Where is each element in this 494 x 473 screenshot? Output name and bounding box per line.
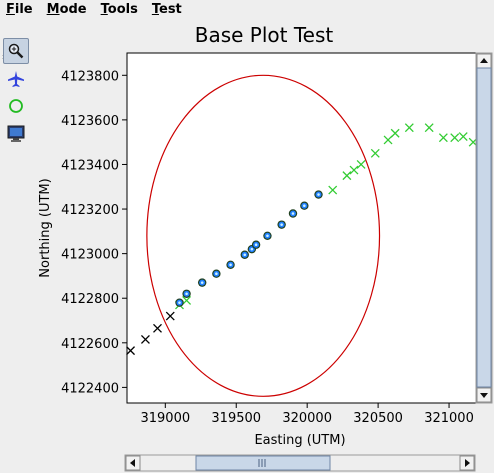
scroll-right-button[interactable]	[459, 455, 475, 471]
y-tick-label: 4123000	[61, 248, 119, 263]
track-point-green	[342, 171, 352, 181]
track-point-green	[349, 165, 359, 175]
monitor-tool-button[interactable]	[3, 121, 29, 147]
position-marker	[197, 278, 207, 287]
airplane-tool-icon	[8, 71, 24, 87]
position-marker	[314, 190, 323, 199]
position-marker	[247, 244, 257, 254]
track-point-green	[383, 135, 393, 145]
x-tick-label: 319000	[140, 411, 190, 426]
y-tick-label: 4122400	[61, 381, 119, 396]
track-point-green	[356, 160, 366, 169]
x-tick-label: 320000	[282, 411, 332, 426]
position-marker	[277, 220, 286, 229]
track-point-green	[458, 132, 468, 142]
menu-mnemonic: F	[6, 2, 15, 17]
x-tick-label: 319500	[211, 411, 261, 426]
track-point-green	[404, 123, 414, 133]
track-point-green	[468, 137, 478, 147]
position-marker	[263, 231, 272, 241]
airplane-tool-button[interactable]	[3, 66, 29, 92]
y-tick-label: 4122600	[61, 337, 119, 352]
scroll-left-button[interactable]	[125, 455, 141, 471]
position-marker	[240, 250, 249, 259]
plot-content	[126, 74, 478, 397]
track-point-green	[390, 128, 400, 138]
x-tick-label: 321000	[424, 411, 474, 426]
position-marker	[226, 260, 235, 269]
y-tick-label: 4123200	[61, 203, 119, 218]
menu-label-rest: ile	[14, 2, 33, 17]
scroll-thumb-grip	[258, 459, 266, 467]
coverage-ellipse	[146, 74, 381, 397]
y-tick-label: 4123800	[61, 69, 119, 84]
menu-test[interactable]: Test	[146, 0, 190, 20]
menu-file[interactable]: File	[0, 0, 41, 20]
menu-tools[interactable]: Tools	[95, 0, 146, 20]
arrow-left-icon	[130, 459, 135, 467]
arrow-right-icon	[465, 459, 470, 467]
chart-title: Base Plot Test	[195, 23, 334, 47]
position-marker	[182, 289, 191, 298]
position-marker	[300, 201, 309, 210]
vertical-scroll-thumb[interactable]	[476, 67, 492, 388]
y-tick-label: 4123400	[61, 158, 119, 173]
y-axis-label: Northing (UTM)	[38, 178, 53, 277]
menu-mnemonic: M	[46, 2, 60, 17]
menu-label-rest: ools	[107, 2, 138, 17]
track-point-green	[175, 300, 184, 310]
track-point-black	[165, 311, 175, 321]
x-axis-label: Easting (UTM)	[254, 433, 345, 448]
track-point-black	[126, 346, 136, 356]
menu-label-rest: est	[159, 2, 182, 17]
horizontal-scroll-thumb[interactable]	[195, 455, 331, 471]
track-point-green	[370, 148, 380, 158]
track-point-black	[153, 323, 162, 333]
circle-tool-button[interactable]	[3, 93, 29, 119]
track-point-green	[450, 133, 460, 143]
plot-area	[126, 52, 477, 404]
horizontal-scrollbar[interactable]	[124, 454, 476, 472]
zoom-tool-button[interactable]	[3, 38, 29, 64]
menu-label-rest: ode	[59, 2, 87, 17]
arrow-down-icon	[480, 393, 488, 398]
circle-tool-icon	[9, 99, 23, 113]
position-marker	[251, 240, 261, 249]
vertical-scrollbar[interactable]	[475, 52, 493, 404]
menu-mnemonic: T	[151, 2, 159, 17]
arrow-up-icon	[480, 58, 488, 63]
track-point-black	[140, 335, 150, 344]
x-tick-label: 320500	[353, 411, 403, 426]
track-point-green	[438, 133, 448, 143]
y-tick-label: 4123600	[61, 114, 119, 129]
monitor-tool-icon	[7, 125, 25, 142]
axis-ticks: 319000 319500 320000 320500 321000 4122400 412…	[61, 69, 474, 426]
y-tick-label: 4122800	[61, 292, 119, 307]
menu-mnemonic: T	[100, 2, 108, 17]
scroll-down-button[interactable]	[476, 387, 492, 403]
track-point-green	[424, 123, 434, 133]
menu-bar: File Mode Tools Test	[0, 0, 494, 20]
position-marker	[175, 298, 184, 307]
position-marker	[288, 209, 298, 218]
track-point-green	[182, 295, 192, 305]
scroll-up-button[interactable]	[476, 53, 492, 69]
track-point-green	[328, 185, 338, 195]
menu-mode[interactable]: Mode	[41, 0, 95, 20]
position-marker	[212, 269, 221, 278]
zoom-tool-icon	[8, 43, 24, 59]
